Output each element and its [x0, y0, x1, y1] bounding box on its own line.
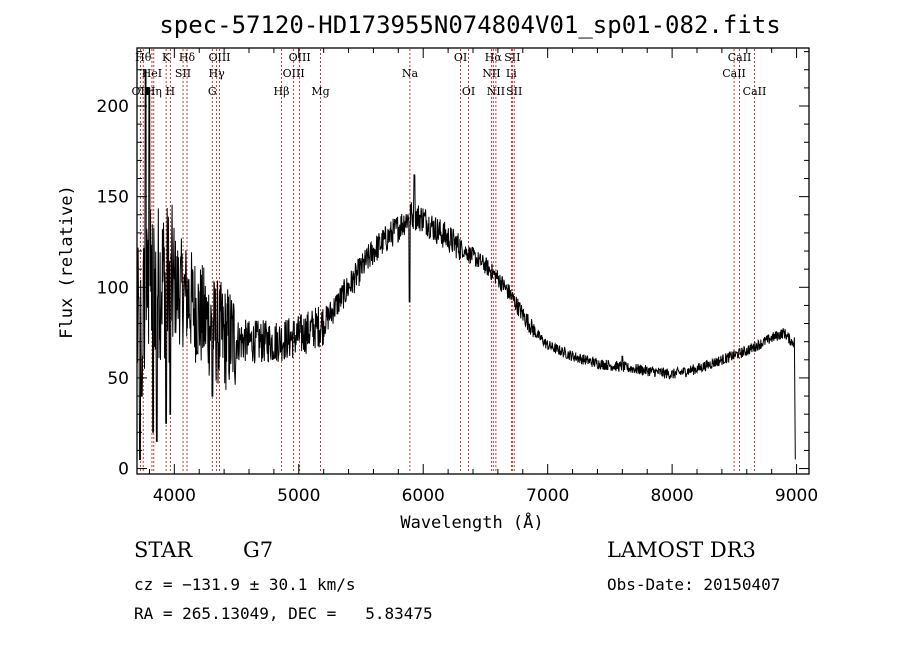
line-marker-label: SII [175, 67, 191, 80]
line-marker-label: OI [454, 51, 467, 64]
observation-date: Obs-Date: 20150407 [607, 575, 781, 594]
x-tick-label: 6000 [402, 486, 445, 506]
line-marker-label: Na [402, 67, 419, 80]
chart-title: spec-57120-HD173955N074804V01_sp01-082.f… [159, 11, 780, 39]
y-tick-label: 50 [107, 369, 129, 389]
line-marker-label: HeI [142, 67, 162, 80]
y-tick-label: 200 [97, 97, 129, 117]
spectrum-series-line [136, 69, 796, 460]
y-axis-label: Flux (relative) [57, 185, 77, 339]
x-tick-label: 7000 [526, 486, 569, 506]
line-marker-label: SII [506, 85, 522, 98]
y-tick-label: 150 [97, 188, 129, 208]
line-marker-label: H [166, 85, 176, 98]
line-marker-label: CaII [728, 51, 752, 64]
x-axis-label: Wavelength (Å) [400, 511, 543, 533]
line-marker-label: SII [504, 51, 520, 64]
line-marker-label: OIII [208, 51, 230, 64]
line-marker-label: Hβ [274, 85, 290, 98]
x-tick-label: 9000 [775, 486, 818, 506]
line-marker-label: Hγ [209, 67, 226, 80]
y-tick-label: 0 [118, 460, 129, 480]
line-marker-label: Hα [485, 51, 503, 64]
line-marker-label: CaII [743, 85, 767, 98]
y-axis-ticks: 0 50 100 150 200 [97, 51, 809, 480]
x-tick-label: 4000 [153, 486, 196, 506]
line-marker-label: G [208, 85, 217, 98]
redshift-value: cz = −131.9 ± 30.1 km/s [134, 575, 356, 594]
line-marker-label: K [162, 51, 171, 64]
line-markers [139, 49, 755, 473]
line-marker-label: OIII [283, 67, 305, 80]
line-marker-label: Hδ [179, 51, 196, 64]
x-tick-label: 5000 [277, 486, 320, 506]
line-marker-label: Hθ [135, 51, 152, 64]
line-marker-label: NII [482, 67, 500, 80]
object-class: STAR [134, 538, 193, 562]
line-marker-label: CaII [722, 67, 746, 80]
line-marker-label: OI [462, 85, 475, 98]
x-axis-ticks: 4000 5000 6000 7000 8000 9000 [148, 48, 818, 506]
plot-frame [136, 47, 810, 475]
coordinates: RA = 265.13049, DEC = 5.83475 [134, 604, 433, 623]
line-marker-label: Hη [146, 85, 162, 98]
y-tick-label: 100 [97, 278, 129, 298]
line-marker-label: Li [506, 67, 517, 80]
line-marker-label: Mg [311, 85, 329, 98]
x-tick-label: 8000 [650, 486, 693, 506]
line-marker-label: NII [487, 85, 505, 98]
survey-name: LAMOST DR3 [607, 538, 756, 562]
object-subclass: G7 [243, 538, 274, 562]
line-marker-label: OIII [289, 51, 311, 64]
